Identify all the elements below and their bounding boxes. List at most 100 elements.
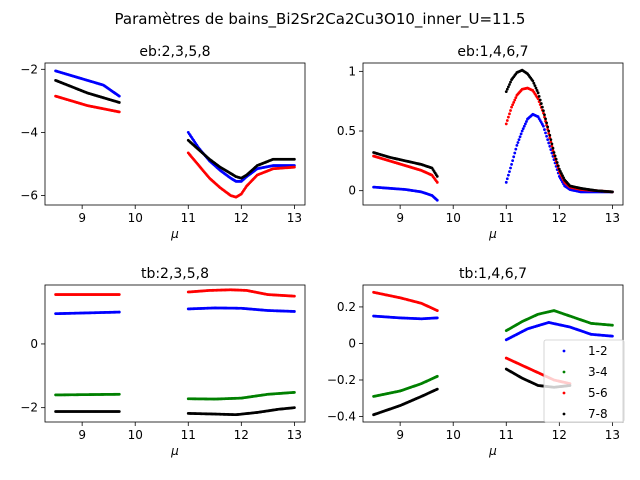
data-point — [515, 143, 519, 147]
x-tick-label: 9 — [396, 211, 404, 225]
y-tick-label: 1 — [348, 64, 356, 78]
data-point — [506, 173, 510, 177]
data-point — [548, 144, 552, 148]
x-tick-label: 12 — [552, 211, 567, 225]
data-point — [508, 170, 511, 173]
data-point — [531, 79, 535, 83]
data-point — [548, 133, 552, 137]
y-tick-label: −0.2 — [327, 373, 356, 387]
data-point — [554, 157, 558, 161]
y-tick-label: 0 — [30, 337, 38, 351]
data-point — [292, 157, 296, 161]
axes-frame — [44, 284, 306, 423]
data-point — [505, 119, 509, 122]
data-point — [545, 134, 548, 138]
data-point — [435, 387, 439, 391]
x-tick-label: 11 — [181, 428, 196, 442]
data-point — [521, 127, 525, 131]
figure-suptitle: Paramètres de bains_Bi2Sr2Ca2Cu3O10_inne… — [115, 10, 526, 29]
data-point — [546, 125, 550, 129]
data-point — [504, 122, 508, 126]
data-point — [435, 180, 439, 184]
x-axis-label: μ — [488, 227, 497, 241]
data-point — [435, 316, 439, 320]
data-point — [547, 141, 551, 145]
legend-marker — [562, 412, 566, 416]
data-point — [553, 154, 557, 158]
data-point — [509, 166, 512, 170]
x-tick-label: 9 — [396, 428, 404, 442]
data-point — [292, 310, 296, 313]
data-point — [551, 146, 555, 150]
data-point — [435, 309, 439, 312]
data-point — [513, 151, 517, 155]
y-tick-label: 0 — [348, 184, 356, 198]
data-point — [510, 105, 513, 109]
data-point — [543, 113, 546, 117]
x-tick-label: 9 — [78, 428, 86, 442]
legend-marker — [562, 370, 566, 374]
data-point — [514, 96, 518, 100]
data-point — [117, 410, 121, 413]
panel-title: tb:1,4,6,7 — [459, 266, 527, 282]
data-point — [520, 129, 524, 133]
data-point — [435, 198, 439, 202]
data-point — [511, 103, 515, 107]
x-axis-label: μ — [488, 444, 497, 458]
data-point — [549, 148, 553, 152]
data-point — [517, 138, 521, 142]
data-point — [534, 86, 538, 90]
data-point — [533, 84, 537, 88]
y-tick-label: −6 — [20, 189, 38, 203]
data-point — [117, 94, 121, 98]
data-point — [610, 334, 614, 338]
data-point — [550, 142, 554, 146]
x-axis-label: μ — [170, 227, 179, 241]
data-point — [536, 91, 540, 95]
data-point — [512, 155, 516, 159]
panel-title: tb:2,3,5,8 — [141, 266, 209, 282]
data-point — [558, 169, 562, 173]
data-point — [506, 85, 510, 89]
x-tick-label: 10 — [128, 211, 143, 225]
data-point — [435, 374, 439, 378]
data-point — [519, 132, 523, 136]
data-point — [555, 161, 559, 164]
data-point — [552, 151, 556, 154]
legend-label: 5-6 — [588, 386, 608, 400]
y-tick-label: −4 — [20, 125, 38, 139]
data-point — [546, 138, 550, 142]
data-point — [542, 124, 545, 128]
panel-title: eb:1,4,6,7 — [457, 44, 528, 60]
data-point — [117, 110, 121, 114]
data-point — [504, 90, 508, 94]
x-tick-label: 11 — [499, 211, 514, 225]
x-tick-label: 12 — [552, 428, 567, 442]
x-tick-label: 13 — [287, 428, 302, 442]
data-point — [545, 121, 548, 125]
data-point — [539, 102, 543, 105]
x-tick-label: 10 — [446, 211, 461, 225]
x-tick-label: 11 — [499, 428, 514, 442]
data-point — [556, 164, 560, 168]
x-tick-label: 13 — [287, 211, 302, 225]
data-point — [610, 323, 614, 327]
data-point — [516, 141, 520, 144]
data-point — [610, 190, 614, 194]
data-point — [532, 81, 536, 85]
x-tick-label: 9 — [78, 211, 86, 225]
panel-title: eb:2,3,5,8 — [139, 44, 210, 60]
data-point — [543, 128, 546, 131]
x-axis-label: μ — [170, 444, 179, 458]
data-point — [522, 124, 526, 128]
y-tick-label: −2 — [20, 62, 38, 76]
data-point — [514, 147, 518, 151]
data-point — [504, 180, 508, 184]
data-point — [117, 293, 121, 296]
x-tick-label: 10 — [128, 428, 143, 442]
x-tick-label: 13 — [605, 211, 620, 225]
data-point — [505, 87, 509, 91]
data-point — [508, 83, 511, 86]
data-point — [117, 310, 121, 314]
data-point — [537, 95, 541, 98]
